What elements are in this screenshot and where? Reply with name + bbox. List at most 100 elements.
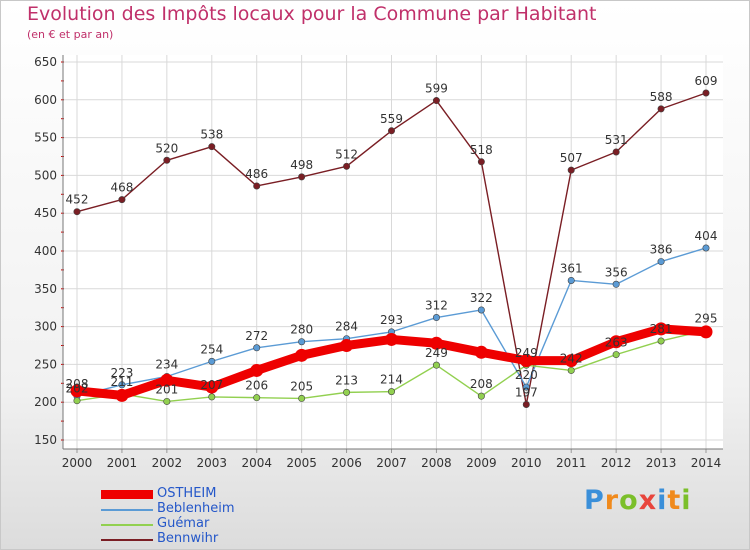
x-tick-label: 2012	[601, 456, 632, 470]
data-label-guemar: 242	[560, 351, 583, 365]
data-label-guemar: 214	[380, 373, 403, 387]
data-point-beblenheim	[208, 357, 216, 365]
y-tick-label: 250	[34, 357, 57, 371]
data-label-beblenheim: 404	[695, 229, 718, 243]
data-point-ostheim	[115, 388, 129, 402]
data-point-bennwihr	[208, 143, 216, 151]
data-point-guemar	[567, 366, 575, 374]
data-point-bennwihr	[387, 127, 395, 135]
data-label-guemar: 207	[200, 378, 223, 392]
data-label-bennwihr: 538	[200, 128, 223, 142]
data-label-guemar: 249	[515, 346, 538, 360]
data-point-beblenheim	[522, 383, 530, 391]
data-label-beblenheim: 223	[110, 366, 133, 380]
data-label-bennwihr: 531	[605, 133, 628, 147]
logo-letter: i	[657, 485, 668, 516]
data-point-guemar	[612, 351, 620, 359]
data-label-beblenheim: 312	[425, 299, 448, 313]
data-point-bennwihr	[522, 400, 530, 408]
legend-swatch-beblenheim	[101, 509, 153, 511]
data-point-beblenheim	[567, 276, 575, 284]
data-label-bennwihr: 588	[650, 90, 673, 104]
data-label-beblenheim: 208	[66, 377, 89, 391]
legend-swatch-bennwihr	[101, 539, 153, 541]
data-point-ostheim	[385, 332, 398, 346]
data-point-guemar	[432, 361, 440, 369]
x-tick-label: 2010	[511, 456, 542, 470]
data-label-guemar: 205	[290, 379, 313, 393]
proxiti-logo: Proxiti	[584, 485, 692, 516]
data-point-beblenheim	[657, 258, 665, 266]
data-point-bennwihr	[73, 208, 81, 216]
data-label-guemar: 206	[245, 379, 268, 393]
x-tick-label: 2011	[556, 456, 587, 470]
data-label-bennwihr: 507	[560, 151, 583, 165]
logo-letter: o	[619, 485, 639, 516]
data-point-bennwihr	[253, 182, 261, 190]
data-label-bennwihr: 518	[470, 143, 493, 157]
y-tick-label: 600	[34, 93, 57, 107]
data-label-guemar: 263	[605, 336, 628, 350]
data-point-ostheim	[519, 354, 533, 368]
data-point-ostheim	[340, 339, 354, 352]
data-label-beblenheim: 322	[470, 291, 493, 305]
data-label-guemar: 213	[335, 373, 358, 387]
data-point-ostheim	[250, 363, 264, 377]
data-point-ostheim	[699, 325, 713, 339]
data-label-bennwihr: 599	[425, 82, 448, 96]
data-point-bennwihr	[477, 158, 485, 166]
y-tick-label: 500	[34, 168, 57, 182]
x-tick-label: 2007	[376, 456, 407, 470]
data-point-guemar	[477, 392, 485, 400]
data-label-bennwihr: 468	[110, 181, 133, 195]
x-tick-label: 2001	[107, 456, 138, 470]
data-label-bennwihr: 512	[335, 147, 358, 161]
data-label-beblenheim: 272	[245, 329, 268, 343]
data-point-guemar	[253, 394, 261, 402]
data-point-ostheim	[295, 348, 309, 362]
y-tick-label: 650	[34, 55, 57, 69]
data-label-beblenheim: 254	[200, 342, 223, 356]
x-tick-label: 2009	[466, 456, 497, 470]
series-layer	[70, 89, 713, 408]
data-label-layer: 452 468 520 538 486 498 512 559 599 518 197 507 531 5…	[66, 74, 718, 399]
data-label-beblenheim: 234	[155, 357, 178, 371]
y-tick-label: 450	[34, 206, 57, 220]
legend-label-bennwihr: Bennwihr	[157, 531, 219, 546]
data-label-beblenheim: 386	[650, 243, 673, 257]
data-point-beblenheim	[702, 244, 710, 252]
x-tick-label: 2002	[152, 456, 183, 470]
data-point-bennwihr	[432, 97, 440, 105]
logo-letter: x	[638, 485, 658, 516]
logo-letter: t	[667, 485, 682, 516]
logo-letter: r	[604, 485, 620, 516]
axis-layer: 150 200 250 300 350 400 450 500 550 600 650 2000 200…	[34, 55, 723, 470]
legend-swatch-guemar	[101, 524, 153, 526]
data-point-guemar	[208, 393, 216, 401]
data-point-bennwihr	[298, 173, 306, 181]
data-point-ostheim	[160, 373, 174, 387]
data-point-guemar	[343, 388, 351, 396]
chart-title: Evolution des Impôts locaux pour la Comm…	[27, 3, 597, 25]
data-label-bennwihr: 452	[66, 193, 89, 207]
data-label-guemar: 201	[155, 382, 178, 396]
y-tick-label: 400	[34, 244, 57, 258]
data-point-bennwihr	[118, 196, 126, 204]
data-point-beblenheim	[298, 338, 306, 346]
data-label-beblenheim: 356	[605, 265, 628, 279]
x-tick-label: 2005	[286, 456, 317, 470]
data-point-bennwihr	[702, 89, 710, 97]
data-point-beblenheim	[118, 381, 126, 389]
x-tick-label: 2000	[62, 456, 93, 470]
data-point-ostheim	[654, 322, 668, 336]
data-point-guemar	[657, 337, 665, 345]
data-label-beblenheim: 361	[560, 261, 583, 275]
y-tick-label: 550	[34, 131, 57, 145]
chart-subtitle: (en € et par an)	[27, 28, 114, 41]
data-point-bennwihr	[343, 162, 351, 170]
logo-letter: P	[584, 485, 605, 516]
data-label-guemar: 208	[470, 377, 493, 391]
data-point-ostheim	[205, 380, 219, 394]
x-tick-label: 2013	[646, 456, 677, 470]
